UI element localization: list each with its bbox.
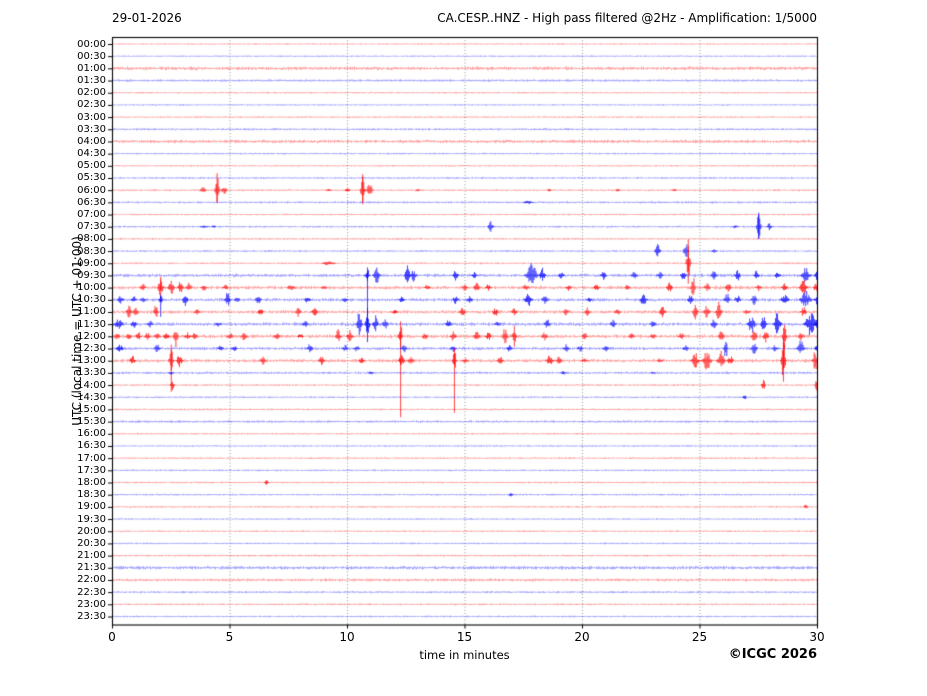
- y-tick-label: 10:30: [77, 294, 106, 306]
- y-tick-label: 16:00: [77, 428, 106, 440]
- y-tick-label: 04:30: [77, 148, 106, 160]
- y-tick-label: 05:30: [77, 172, 106, 184]
- y-tick-label: 15:00: [77, 403, 106, 415]
- y-tick-label: 19:30: [77, 513, 106, 525]
- y-tick-label: 04:00: [77, 135, 106, 147]
- x-tick-label: 15: [456, 630, 473, 644]
- y-tick-label: 12:30: [77, 343, 106, 355]
- plot-date: 29-01-2026: [112, 11, 182, 25]
- y-tick-label: 05:00: [77, 160, 106, 172]
- x-tick-label: 30: [809, 630, 825, 644]
- y-tick-label: 16:30: [77, 440, 106, 452]
- x-tick-label: 5: [225, 630, 234, 644]
- y-tick-label: 18:00: [77, 477, 106, 488]
- y-tick-label: 22:00: [77, 574, 106, 586]
- y-tick-label: 23:00: [77, 598, 106, 610]
- x-tick-label: 25: [691, 630, 708, 644]
- y-tick-label: 11:30: [77, 318, 106, 330]
- y-tick-label: 01:30: [77, 75, 106, 87]
- y-tick-label: 10:00: [77, 282, 106, 294]
- y-tick-label: 22:30: [77, 586, 106, 598]
- y-tick-label: 06:00: [77, 184, 106, 196]
- y-tick-label: 02:30: [77, 99, 106, 111]
- y-tick-label: 06:30: [77, 196, 106, 208]
- y-tick-label: 21:00: [77, 550, 106, 562]
- y-tick-label: 08:00: [77, 233, 106, 245]
- y-tick-label: 01:00: [77, 62, 106, 74]
- y-tick-label: 03:30: [77, 123, 106, 135]
- y-tick-label: 03:00: [77, 111, 106, 123]
- y-tick-label: 20:30: [77, 537, 106, 549]
- y-tick-label: 18:30: [77, 489, 106, 501]
- y-tick-label: 08:30: [77, 245, 106, 257]
- y-tick-label: 11:00: [77, 306, 106, 318]
- y-tick-label: 14:00: [77, 379, 106, 391]
- y-tick-label: 00:00: [77, 38, 106, 50]
- copyright-label: ©ICGC 2026: [728, 647, 817, 662]
- y-tick-label: 13:30: [77, 367, 106, 379]
- y-tick-label: 09:30: [77, 269, 106, 281]
- y-tick-label: 15:30: [77, 416, 106, 428]
- x-tick-label: 10: [339, 630, 355, 644]
- y-tick-label: 00:30: [77, 50, 106, 62]
- y-tick-label: 07:30: [77, 221, 106, 233]
- y-tick-label: 02:00: [77, 87, 106, 99]
- y-tick-label: 17:30: [77, 464, 106, 476]
- y-tick-label: 14:30: [77, 391, 106, 403]
- x-axis-title: time in minutes: [419, 648, 510, 662]
- y-tick-label: 17:00: [77, 452, 106, 464]
- y-tick-label: 09:00: [77, 257, 106, 269]
- x-tick-label: 0: [108, 630, 116, 644]
- y-tick-label: 21:30: [77, 562, 106, 574]
- y-tick-label: 23:30: [77, 611, 106, 622]
- x-tick-label: 20: [574, 630, 590, 644]
- y-tick-label: 07:00: [77, 209, 106, 221]
- y-tick-label: 20:00: [77, 525, 106, 537]
- y-tick-label: 13:00: [77, 355, 106, 367]
- y-tick-label: 19:00: [77, 501, 106, 513]
- plot-title: CA.CESP..HNZ - High pass filtered @2Hz -…: [437, 11, 817, 25]
- y-tick-label: 12:00: [77, 330, 106, 342]
